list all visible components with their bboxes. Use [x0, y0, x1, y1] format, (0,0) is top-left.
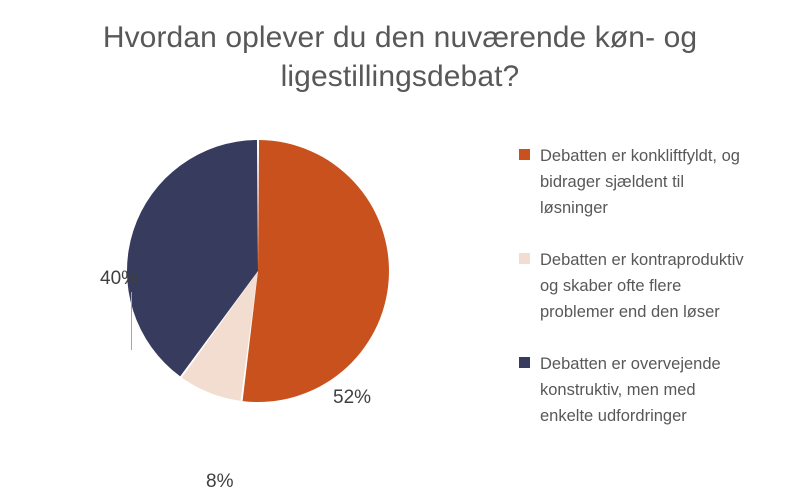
pie-slices — [126, 140, 389, 402]
chart-legend: Debatten er konkliftfyldt, og bidrager sj… — [519, 143, 791, 429]
legend-item-label: Debatten er overvejende konstruktiv, men … — [540, 351, 721, 429]
pie-graphic — [126, 140, 389, 402]
chart-title-line-2: ligestillingsdebat? — [280, 60, 520, 93]
legend-item-konfliktfyldt[interactable]: Debatten er konkliftfyldt, og bidrager sj… — [519, 143, 791, 221]
pie-chart: Hvordan oplever du den nuværende køn- og… — [0, 18, 791, 492]
legend-label-line-2: og skaber ofte flere — [540, 277, 682, 295]
legend-label-line-1: Debatten er overvejende — [540, 355, 721, 373]
legend-label-line-3: enkelte udfordringer — [540, 407, 687, 425]
pie-slice-kontraproduktiv[interactable] — [181, 271, 258, 401]
legend-label-line-1: Debatten er konkliftfyldt, og — [540, 147, 740, 165]
leader-line-konstruktiv — [131, 292, 132, 350]
pie-slice-konstruktiv[interactable] — [126, 140, 258, 377]
legend-label-line-1: Debatten er kontraproduktiv — [540, 251, 744, 269]
legend-label-line-2: bidrager sjældent til — [540, 173, 684, 191]
legend-label-line-2: konstruktiv, men med — [540, 381, 696, 399]
legend-item-konstruktiv[interactable]: Debatten er overvejende konstruktiv, men … — [519, 351, 791, 429]
legend-color-swatch-icon — [519, 357, 530, 368]
legend-item-kontraproduktiv[interactable]: Debatten er kontraproduktiv og skaber oft… — [519, 247, 791, 325]
legend-color-swatch-icon — [519, 149, 530, 160]
chart-title: Hvordan oplever du den nuværende køn- og… — [60, 18, 740, 96]
legend-label-line-3: problemer end den løser — [540, 303, 720, 321]
data-label-kontraproduktiv: 8% — [206, 471, 234, 492]
legend-item-label: Debatten er konkliftfyldt, og bidrager sj… — [540, 143, 740, 221]
data-label-konfliktfyldt: 52% — [333, 387, 372, 408]
data-label-konstruktiv: 40% — [100, 268, 139, 289]
legend-label-line-3: løsninger — [540, 199, 608, 217]
legend-item-label: Debatten er kontraproduktiv og skaber oft… — [540, 247, 744, 325]
legend-color-swatch-icon — [519, 253, 530, 264]
pie-slice-konfliktfyldt[interactable] — [242, 140, 389, 402]
chart-title-line-1: Hvordan oplever du den nuværende køn- og — [102, 21, 698, 54]
plot-area: 52% 8% 40% — [0, 110, 500, 492]
